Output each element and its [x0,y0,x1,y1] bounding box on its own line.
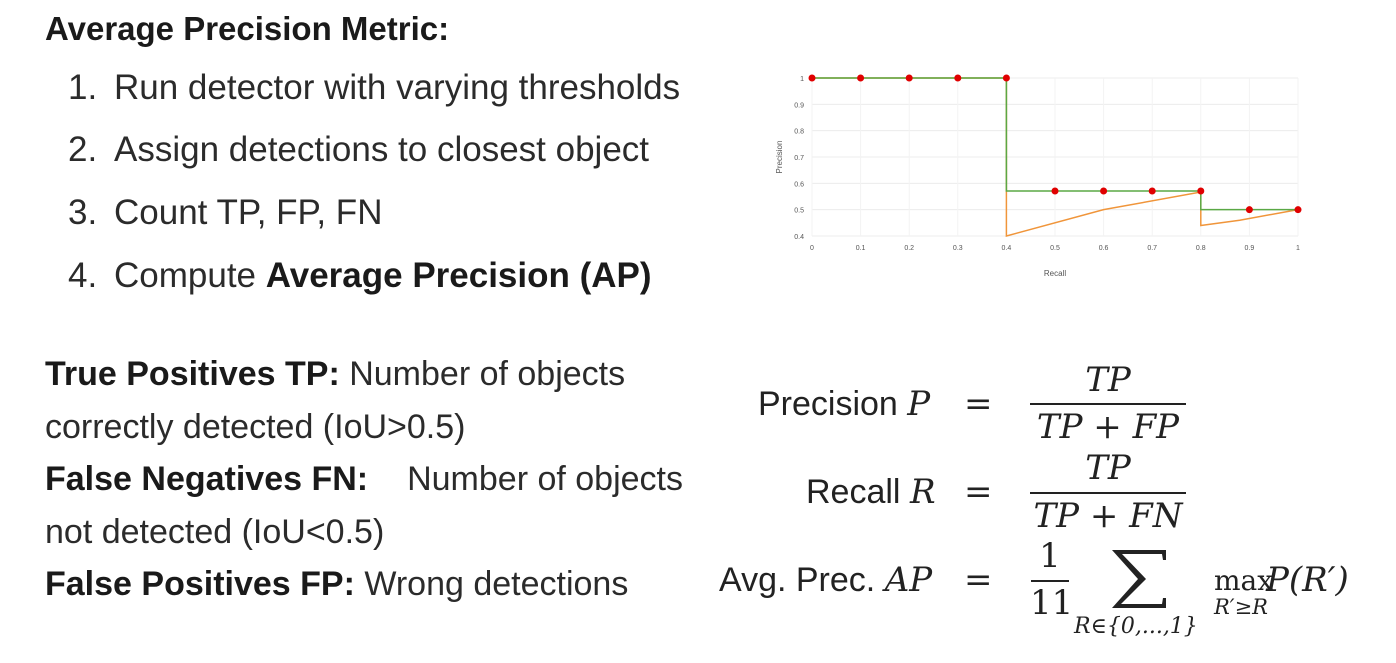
x-tick-label: 0.9 [1245,245,1255,252]
p-of-r: P(R′) [1266,560,1349,600]
y-tick-label: 1 [800,76,804,83]
tp-text-2: correctly detected (IoU>0.5) [45,407,466,446]
x-tick-label: 0.6 [1099,245,1109,252]
x-tick-label: 0.2 [904,245,914,252]
step-text: Run detector with varying thresholds [114,68,681,107]
tp-term: True Positives TP: [45,355,340,393]
x-tick-label: 0.1 [856,245,866,252]
fn-definition: False Negatives FN: Number of objects [45,453,683,506]
data-point [1197,187,1205,195]
fn-definition-cont: not detected (IoU<0.5) [45,506,685,559]
precision-recall-chart: 0.4 0.5 0.6 0.7 0.8 0.9 1 0 0.1 0.2 0.3 0.4 0.5 0.6 0.… [775,74,1302,278]
data-point [1294,206,1302,214]
ap-var: AP [884,560,933,600]
precision-equals: = [964,384,993,424]
fp-term: False Positives FP: [45,565,355,603]
y-tick-label: 0.5 [794,208,804,215]
step-number: 4. [68,256,98,295]
x-axis-label: Recall [1044,269,1066,278]
precision-label-text: Precision [758,385,898,423]
data-point [1100,187,1108,195]
data-point [857,74,865,82]
x-tick-label: 1 [1296,245,1300,252]
fn-text-1: Number of objects [407,460,683,498]
step-number: 2. [68,130,98,169]
data-point [1148,187,1156,195]
max-subscript: R′≥R [1214,595,1268,619]
step-3: 3. Count TP, FP, FN [68,193,382,233]
y-tick-label: 0.8 [794,129,804,136]
data-point [1002,74,1010,82]
recall-fraction-bar [1030,492,1186,494]
step-4: 4. Compute Average Precision (AP) [68,256,652,296]
x-tick-label: 0.4 [1002,245,1012,252]
tp-definition-cont: correctly detected (IoU>0.5) [45,401,685,454]
ap-numerator: 1 [1039,536,1061,576]
recall-label: Recall R [806,472,936,512]
step-text: Count TP, FP, FN [114,193,383,232]
summation-icon [1112,550,1166,608]
fn-text-2: not detected (IoU<0.5) [45,512,385,551]
ap-denominator: 11 [1030,583,1074,623]
x-tick-label: 0.3 [953,245,963,252]
tp-text-1: Number of objects [349,355,626,393]
fp-definition: False Positives FP: Wrong detections [45,558,685,611]
precision-label: Precision P [758,384,930,424]
step-bold-text: Average Precision (AP) [265,256,652,295]
max-operator: max [1214,564,1274,597]
recall-numerator: TP [1085,448,1131,488]
recall-label-text: Recall [806,473,901,511]
precision-var: P [907,384,931,424]
data-point [808,74,816,82]
x-tick-label: 0.7 [1147,245,1157,252]
recall-denominator: TP + FN [1033,496,1183,536]
y-tick-label: 0.7 [794,155,804,162]
ap-label: Avg. Prec. AP [719,560,932,600]
step-text: Compute [114,256,266,295]
y-axis-label: Precision [775,141,784,174]
recall-var: R [909,472,936,512]
y-tick-label: 0.4 [794,234,804,241]
y-tick-label: 0.6 [794,181,804,188]
step-1: 1. Run detector with varying thresholds [68,68,680,108]
ap-equals: = [964,560,993,600]
data-point [905,74,913,82]
data-point [1051,187,1059,195]
fn-term: False Negatives FN: [45,460,369,498]
data-point [954,74,962,82]
x-tick-label: 0.8 [1196,245,1206,252]
precision-denominator: TP + FP [1036,407,1180,447]
step-number: 1. [68,68,98,107]
data-point [1245,206,1253,214]
fp-text: Wrong detections [364,565,629,603]
ap-fraction-bar [1031,580,1069,582]
step-text: Assign detections to closest object [114,130,650,169]
definitions: True Positives TP: Number of objects cor… [45,348,685,611]
y-tick-label: 0.9 [794,102,804,109]
step-number: 3. [68,193,98,232]
precision-fraction-bar [1030,403,1186,405]
x-tick-label: 0.5 [1050,245,1060,252]
sum-subscript: R∈{0,...,1} [1074,614,1198,639]
step-2: 2. Assign detections to closest object [68,130,649,170]
x-tick-label: 0 [810,245,814,252]
ap-label-text: Avg. Prec. [719,561,876,599]
slide-title: Average Precision Metric: [45,10,450,47]
precision-numerator: TP [1085,360,1131,400]
recall-equals: = [964,472,993,512]
tp-definition: True Positives TP: Number of objects [45,348,685,401]
